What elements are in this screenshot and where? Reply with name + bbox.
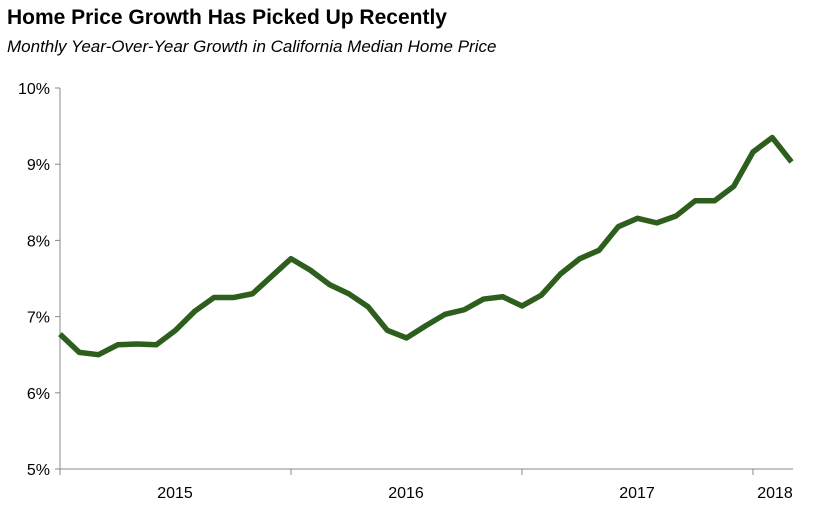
y-tick-label: 6% xyxy=(27,386,50,403)
chart-title: Home Price Growth Has Picked Up Recently xyxy=(7,6,447,29)
series-line xyxy=(58,134,794,358)
x-tick-label: 2017 xyxy=(619,485,655,502)
y-tick-label: 7% xyxy=(27,310,50,327)
y-tick-label: 9% xyxy=(27,157,50,174)
x-tick-label: 2016 xyxy=(388,485,424,502)
chart-subtitle: Monthly Year-Over-Year Growth in Califor… xyxy=(7,37,497,56)
y-axis: 5% 6% 7% 8% 9% 10% xyxy=(18,81,61,479)
y-tick-label: 5% xyxy=(27,462,50,479)
x-tick-label: 2018 xyxy=(757,485,793,502)
y-tick-label: 8% xyxy=(27,233,50,250)
x-tick-label: 2015 xyxy=(157,485,193,502)
y-tick-label: 10% xyxy=(18,81,50,98)
plot-area xyxy=(58,134,794,358)
x-axis: 2015 2016 2017 2018 xyxy=(59,468,793,502)
